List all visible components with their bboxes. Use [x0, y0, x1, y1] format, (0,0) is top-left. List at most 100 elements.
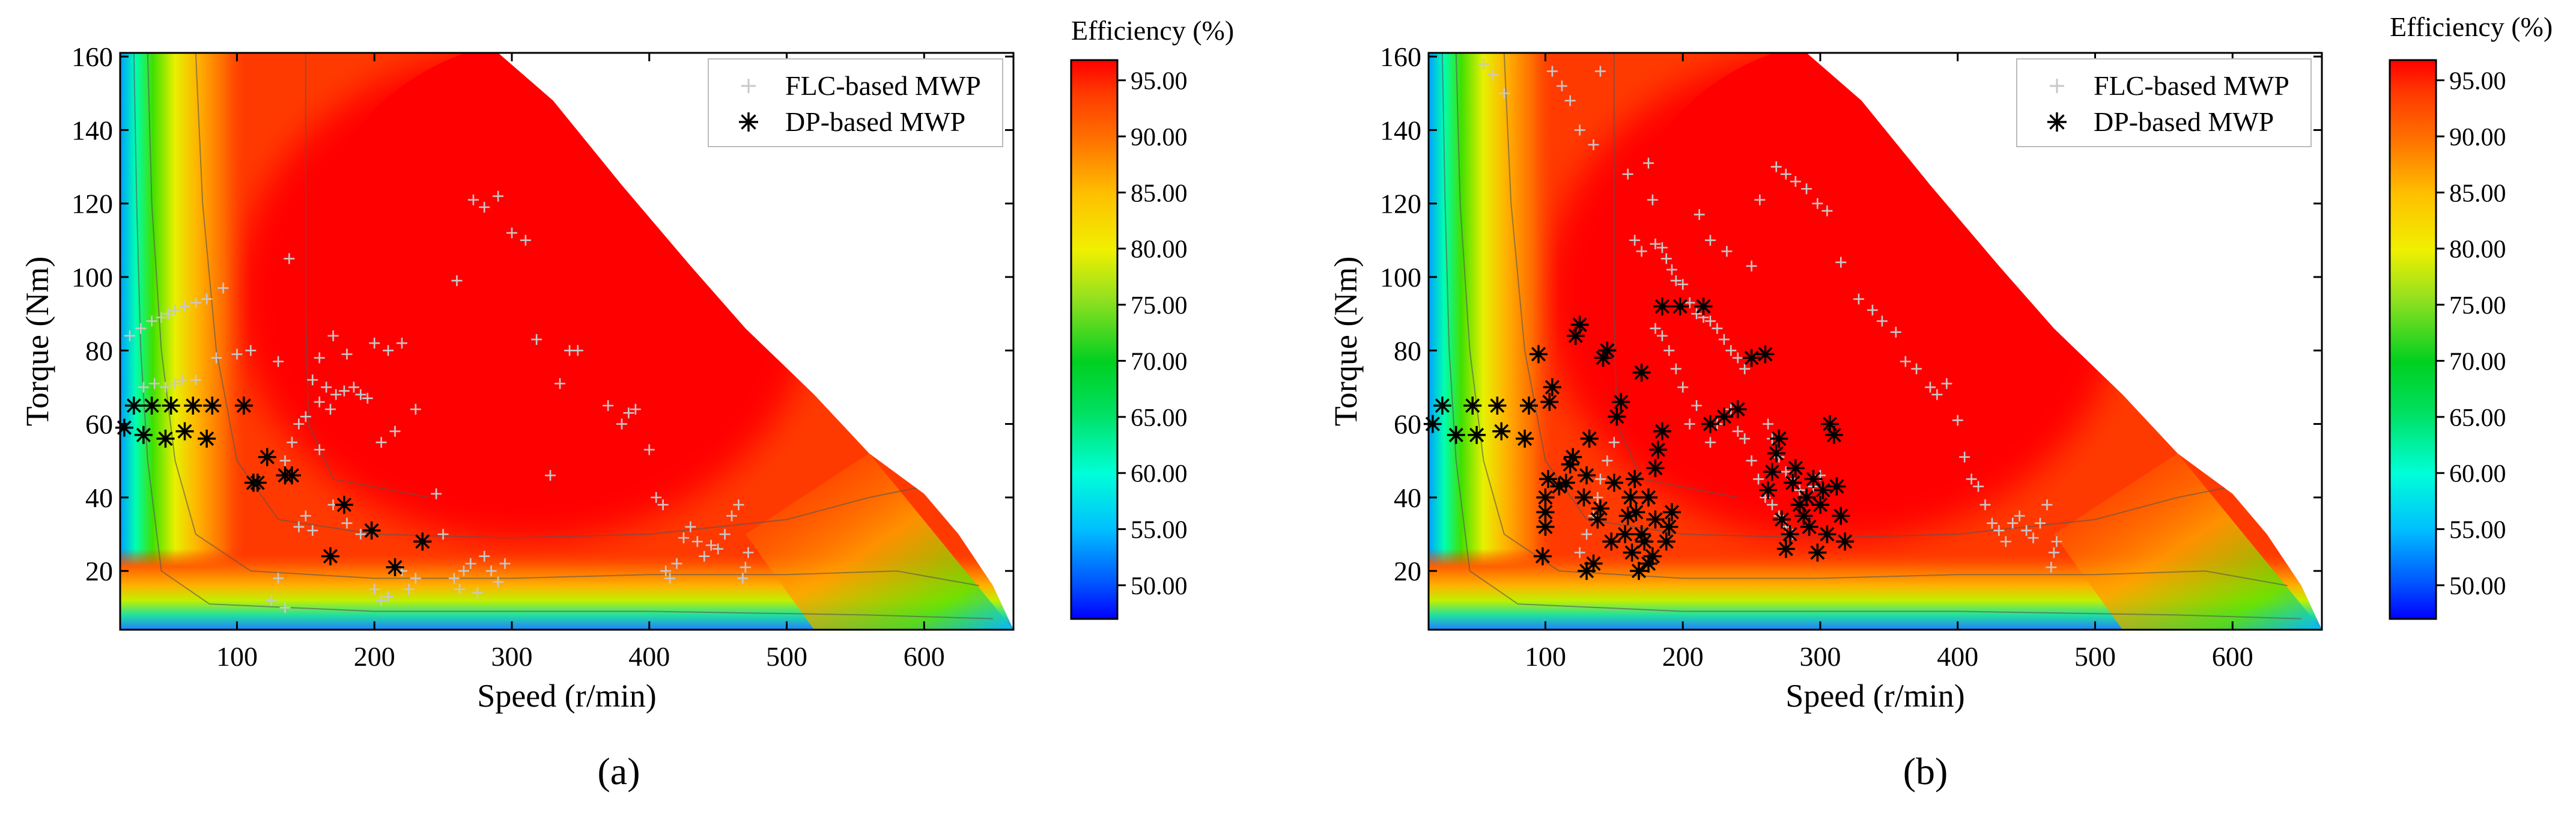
- flc-point: [362, 392, 373, 404]
- flc-point: [307, 374, 318, 386]
- dp-point: [142, 397, 161, 415]
- dp-point: [1781, 525, 1799, 544]
- dp-point: [1564, 448, 1582, 466]
- colorbar-tick-label: 55.00: [2449, 517, 2506, 544]
- dp-point: [1627, 503, 1645, 522]
- flc-point: [493, 190, 504, 202]
- dp-point: [1608, 407, 1626, 426]
- dp-point: [1543, 378, 1561, 397]
- flc-point: [1721, 246, 1733, 257]
- flc-point: [190, 374, 201, 386]
- x-tick-label: 100: [216, 641, 258, 672]
- flc-point: [307, 525, 318, 536]
- flc-point: [273, 573, 284, 584]
- dp-point: [1811, 496, 1829, 514]
- flc-point: [314, 444, 325, 455]
- dp-point: [1632, 363, 1651, 382]
- dp-point: [1635, 532, 1654, 551]
- x-tick-label: 100: [1525, 641, 1566, 672]
- flc-point: [160, 382, 171, 393]
- dp-point: [198, 430, 216, 448]
- contour-line: [147, 53, 979, 586]
- dp-point: [1591, 499, 1609, 518]
- flc-point: [2007, 517, 2019, 529]
- dp-point: [321, 547, 340, 565]
- flc-point: [699, 550, 710, 562]
- map-low-speed: [1429, 53, 1560, 630]
- dp-point: [1594, 349, 1612, 367]
- plot-frame: [1427, 52, 2323, 631]
- flc-point: [321, 382, 332, 393]
- flc-point: [284, 253, 295, 264]
- flc-point: [479, 201, 490, 213]
- flc-point: [1487, 69, 1499, 81]
- y-tick-label: 100: [1380, 262, 1421, 293]
- y-tick-label: 20: [1394, 556, 1421, 586]
- legend-flc-marker: [741, 79, 756, 93]
- colorbar-title: Efficiency (%): [2390, 11, 2553, 42]
- x-tick-label: 300: [1799, 641, 1841, 672]
- dp-point: [115, 418, 133, 437]
- flc-point: [1739, 363, 1751, 374]
- series-dp: [1423, 297, 1855, 580]
- flc-point: [163, 308, 174, 320]
- flc-point: [1739, 433, 1751, 445]
- dp-point: [1540, 392, 1559, 411]
- flc-point: [1766, 499, 1778, 511]
- dp-point: [1588, 510, 1607, 529]
- dp-point: [203, 397, 222, 415]
- flc-point: [327, 330, 339, 341]
- flc-point: [1821, 205, 1833, 216]
- colorbar-tick-label: 80.00: [2449, 236, 2506, 264]
- y-tick-label: 40: [1394, 483, 1421, 513]
- flc-point: [1732, 425, 1743, 437]
- dp-point: [1653, 297, 1671, 315]
- flc-point: [355, 529, 366, 540]
- flc-point: [1581, 529, 1593, 540]
- x-tick-label: 600: [904, 641, 945, 672]
- x-tick-label: 200: [1662, 641, 1704, 672]
- panel-subtitle: (a): [597, 750, 640, 793]
- contour-line: [133, 53, 993, 620]
- dp-point: [1557, 473, 1575, 492]
- flc-point: [389, 425, 401, 437]
- flc-point: [733, 499, 744, 511]
- y-tick-label: 40: [85, 483, 113, 513]
- dp-point: [1671, 297, 1689, 315]
- flc-point: [454, 583, 466, 595]
- y-tick-label: 160: [71, 41, 113, 72]
- dp-point: [1584, 554, 1603, 573]
- colorbar-tick-label: 65.00: [2449, 404, 2506, 432]
- x-axis-label: Speed (r/min): [1785, 678, 1964, 714]
- flc-point: [325, 404, 336, 415]
- dp-point: [1575, 488, 1593, 507]
- flc-point: [286, 437, 297, 448]
- panel-b: 100 200 300 400 500 600 20 40 60 80 100 120 140 160 Sp…: [1328, 11, 2553, 793]
- flc-point: [1794, 484, 1805, 496]
- dp-point: [1463, 397, 1482, 415]
- flc-point: [1663, 345, 1675, 356]
- dp-point: [1643, 547, 1662, 565]
- legend-dp-marker: [2047, 112, 2067, 132]
- dp-point: [1794, 507, 1813, 525]
- flc-point: [660, 565, 672, 577]
- flc-point: [465, 558, 476, 569]
- colorbar-tick-label: 85.00: [1131, 180, 1188, 207]
- flc-point: [135, 323, 147, 334]
- colorbar-tick-label: 95.00: [2449, 68, 2506, 96]
- y-tick-label: 20: [85, 556, 113, 586]
- dp-point: [1533, 547, 1552, 565]
- flc-point: [1677, 279, 1689, 290]
- flc-point: [375, 595, 387, 606]
- flc-point: [179, 300, 190, 312]
- flc-point: [169, 378, 181, 389]
- flc-point: [1725, 345, 1737, 356]
- x-axis-label: Speed (r/min): [477, 678, 656, 714]
- dp-point: [1824, 425, 1843, 444]
- flc-point: [1694, 209, 1705, 221]
- contour-line: [305, 53, 430, 498]
- flc-point: [1931, 389, 1943, 400]
- colorbar-scale: [2389, 59, 2437, 620]
- flc-point: [2035, 517, 2046, 529]
- flc-point: [2021, 525, 2032, 536]
